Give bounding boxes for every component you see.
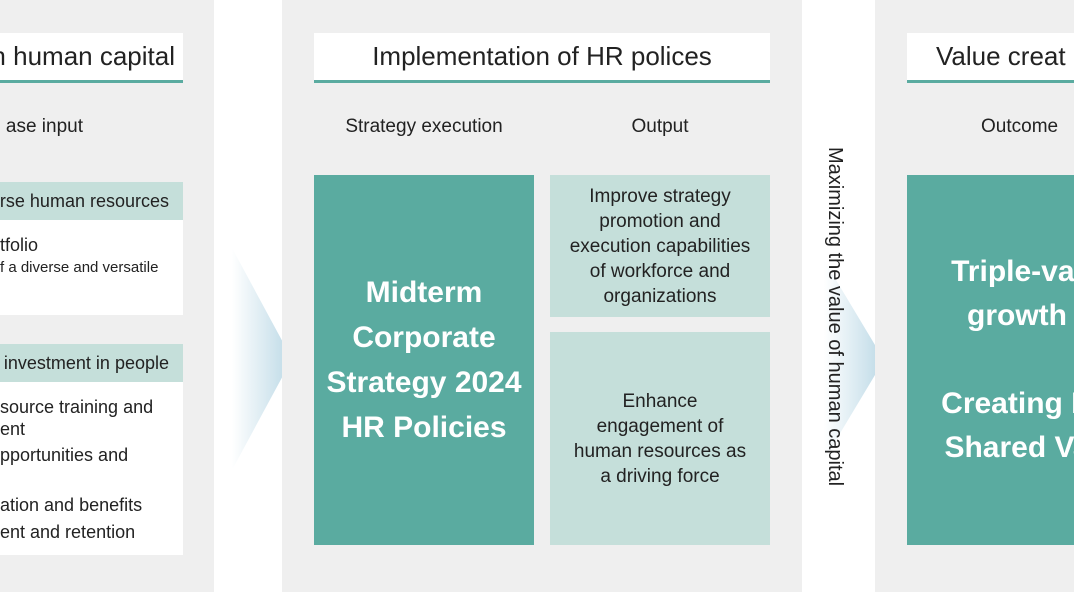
investment-in-people-header: investment in people — [0, 344, 183, 382]
output-line: organizations — [603, 285, 717, 307]
output-line: a driving force — [600, 465, 720, 487]
investment-line: pportunities and — [0, 445, 129, 465]
left-panel-title: t in human capital — [0, 33, 183, 83]
hr-policies-panel: Implementation of HR polices Strategy ex… — [282, 0, 802, 592]
diverse-resources-header: erse human resources — [0, 182, 183, 220]
output-line: engagement of — [596, 415, 724, 437]
output-line: promotion and — [599, 210, 721, 232]
outcome-line: Shared Va — [944, 431, 1074, 464]
midterm-strategy-box: Midterm Corporate Strategy 2024 HR Polic… — [314, 175, 534, 545]
flow-arrow-icon — [824, 260, 884, 460]
triple-value-box: Triple-val growth Creating N Shared Va — [907, 175, 1074, 545]
output-line: of workforce and — [589, 260, 731, 282]
human-capital-investment-panel: t in human capital ase input erse human … — [0, 0, 214, 592]
diverse-resources-line: f a diverse and versatile — [0, 259, 159, 276]
outcome-line — [941, 338, 1074, 382]
middle-title-text: Implementation of HR polices — [372, 41, 712, 71]
outcome-label: Outcome — [981, 116, 1059, 137]
investment-line: ent — [0, 419, 26, 439]
investment-line: source training and — [0, 397, 154, 417]
outcome-line: growth — [967, 299, 1067, 332]
outcome-line: Creating N — [941, 387, 1074, 420]
midterm-strategy-line: Corporate — [352, 321, 496, 354]
left-title-text: t in human capital — [0, 41, 175, 71]
output-line: Improve strategy — [589, 185, 731, 207]
output-line: Enhance — [622, 390, 698, 412]
outcome-line: Triple-val — [951, 255, 1074, 288]
investment-line: ent and retention — [0, 522, 136, 542]
output-line: execution capabilities — [569, 235, 751, 257]
right-panel-title: Value creat — [907, 33, 1074, 83]
diverse-resources-line: tfolio — [0, 235, 39, 255]
midterm-strategy-line: HR Policies — [341, 411, 507, 444]
diverse-resources-box: erse human resources tfolio f a diverse … — [0, 182, 183, 315]
output-line: human resources as — [573, 440, 747, 462]
investment-line: ation and benefits — [0, 495, 143, 515]
output-label: Output — [631, 116, 689, 137]
strategy-execution-label: Strategy execution — [345, 116, 503, 137]
maximizing-value-label: Maximizing the value of human capital — [824, 147, 846, 487]
right-title-text: Value creat — [936, 41, 1066, 71]
midterm-strategy-line: Midterm — [365, 276, 483, 309]
midterm-strategy-line: Strategy 2024 — [326, 366, 522, 399]
value-creation-panel: Value creat Outcome Triple-val growth Cr… — [875, 0, 1074, 592]
middle-panel-title: Implementation of HR polices — [314, 33, 770, 83]
flow-arrow-icon — [232, 248, 292, 470]
output-engagement-box: Enhance engagement of human resources as… — [550, 332, 770, 545]
investment-in-people-box: investment in people source training and… — [0, 344, 183, 555]
output-strategy-capabilities-box: Improve strategy promotion and execution… — [550, 175, 770, 317]
left-panel-subtitle: ase input — [5, 116, 83, 137]
